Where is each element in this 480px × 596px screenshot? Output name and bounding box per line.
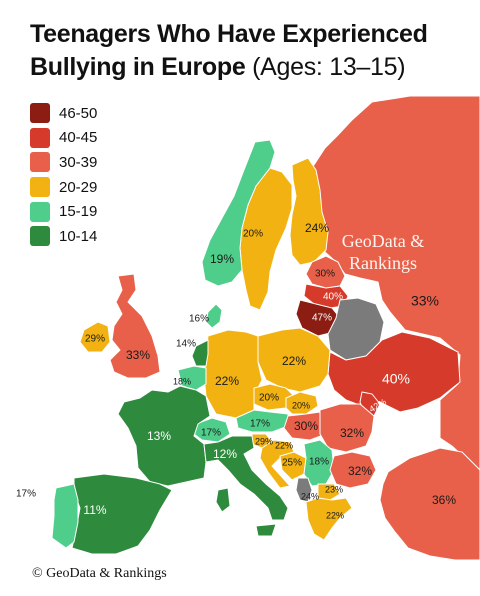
region-sicily bbox=[255, 523, 277, 537]
label-slovenia: 29% bbox=[255, 436, 273, 446]
label-austria: 17% bbox=[250, 419, 270, 430]
label-lithuania-south: 47% bbox=[312, 313, 332, 324]
label-france: 13% bbox=[147, 429, 171, 443]
region-uk bbox=[109, 273, 161, 379]
label-russia: 33% bbox=[411, 293, 439, 309]
label-bulgaria: 32% bbox=[348, 464, 372, 478]
label-serbia: 18% bbox=[309, 457, 329, 468]
europe-map: 33% 40% 42% 30% 40% 47% 19% 20% 24% 16% … bbox=[16, 95, 480, 560]
legend-item: 30-39 bbox=[30, 150, 97, 175]
region-switzerland bbox=[193, 417, 231, 443]
map-legend: 46-50 40-45 30-39 20-29 15-19 10-14 bbox=[30, 101, 97, 249]
region-greece bbox=[305, 497, 353, 541]
label-ukraine: 40% bbox=[382, 371, 410, 387]
legend-item: 10-14 bbox=[30, 224, 97, 249]
watermark-line: GeoData & bbox=[341, 231, 425, 251]
legend-swatch bbox=[30, 177, 50, 198]
label-belgium: 18% bbox=[173, 376, 191, 386]
region-spain bbox=[71, 473, 173, 555]
title-main: Teenagers Who Have Experienced Bullying … bbox=[30, 20, 428, 81]
region-slovakia bbox=[285, 391, 319, 415]
legend-item: 15-19 bbox=[30, 199, 97, 224]
legend-label: 30-39 bbox=[59, 153, 98, 171]
label-romania: 32% bbox=[340, 426, 364, 440]
region-ukraine bbox=[327, 331, 461, 413]
region-sardinia bbox=[215, 487, 231, 513]
region-north-macedonia bbox=[317, 483, 341, 501]
label-albania: 24% bbox=[301, 491, 319, 501]
label-greece: 22% bbox=[326, 510, 344, 520]
legend-swatch bbox=[30, 201, 50, 222]
region-italy bbox=[203, 435, 289, 521]
legend-label: 10-14 bbox=[59, 227, 98, 245]
legend-item: 46-50 bbox=[30, 101, 97, 126]
label-italy: 12% bbox=[213, 447, 237, 461]
label-ireland: 29% bbox=[85, 334, 105, 345]
region-croatia bbox=[259, 439, 295, 489]
label-spain: 11% bbox=[83, 503, 106, 517]
title-subtitle: (Ages: 13–15) bbox=[252, 53, 406, 81]
label-turkey: 36% bbox=[432, 493, 456, 507]
region-romania bbox=[319, 403, 375, 453]
region-turkey bbox=[379, 447, 480, 560]
legend-label: 20-29 bbox=[59, 178, 98, 196]
label-uk: 33% bbox=[126, 348, 150, 362]
label-germany: 22% bbox=[215, 374, 239, 388]
legend-swatch bbox=[30, 226, 50, 247]
legend-item: 20-29 bbox=[30, 175, 97, 200]
region-russia bbox=[311, 95, 480, 499]
label-croatia: 22% bbox=[275, 440, 293, 450]
region-portugal bbox=[51, 483, 79, 549]
label-bosnia: 25% bbox=[282, 458, 302, 469]
label-hungary: 30% bbox=[294, 419, 318, 433]
label-norway: 19% bbox=[210, 252, 234, 266]
region-poland bbox=[257, 327, 331, 393]
label-latvia: 30% bbox=[315, 269, 335, 280]
label-portugal: 17% bbox=[16, 489, 36, 500]
region-norway bbox=[201, 139, 276, 287]
legend-swatch bbox=[30, 103, 50, 124]
label-sweden: 20% bbox=[243, 229, 263, 240]
label-poland: 22% bbox=[282, 354, 306, 368]
legend-label: 15-19 bbox=[59, 203, 98, 221]
label-north-macedonia: 23% bbox=[325, 484, 343, 494]
label-netherlands: 14% bbox=[176, 339, 196, 350]
region-bulgaria bbox=[329, 451, 377, 489]
legend-item: 40-45 bbox=[30, 126, 97, 151]
label-slovakia: 20% bbox=[292, 400, 310, 410]
copyright-credit: © GeoData & Rankings bbox=[32, 566, 167, 581]
label-denmark: 16% bbox=[189, 314, 209, 325]
legend-label: 40-45 bbox=[59, 129, 98, 147]
label-finland: 24% bbox=[305, 221, 329, 235]
region-ireland bbox=[79, 321, 111, 353]
legend-label: 46-50 bbox=[59, 104, 98, 122]
legend-swatch bbox=[30, 127, 50, 148]
label-czechia: 20% bbox=[259, 393, 279, 404]
label-switzerland: 17% bbox=[201, 428, 221, 439]
label-lithuania: 40% bbox=[323, 292, 343, 303]
region-denmark bbox=[205, 303, 223, 329]
region-netherlands bbox=[191, 339, 209, 367]
legend-swatch bbox=[30, 152, 50, 173]
watermark-line: Rankings bbox=[348, 253, 417, 273]
map-title: Teenagers Who Have Experienced Bullying … bbox=[30, 18, 470, 84]
